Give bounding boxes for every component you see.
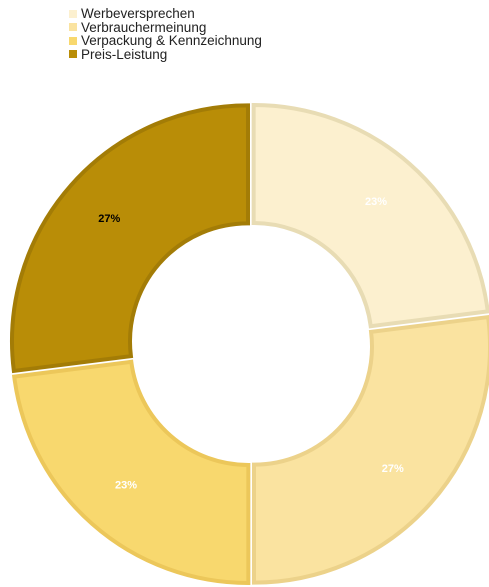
slice-data-label: 23% xyxy=(115,480,137,492)
donut-slice xyxy=(254,317,489,583)
slice-data-label: 27% xyxy=(382,463,404,475)
slice-data-label: 23% xyxy=(365,196,387,208)
donut-slice xyxy=(12,105,248,371)
slice-data-label: 27% xyxy=(98,213,120,225)
donut-slice xyxy=(14,362,248,583)
donut-slice xyxy=(254,105,488,326)
